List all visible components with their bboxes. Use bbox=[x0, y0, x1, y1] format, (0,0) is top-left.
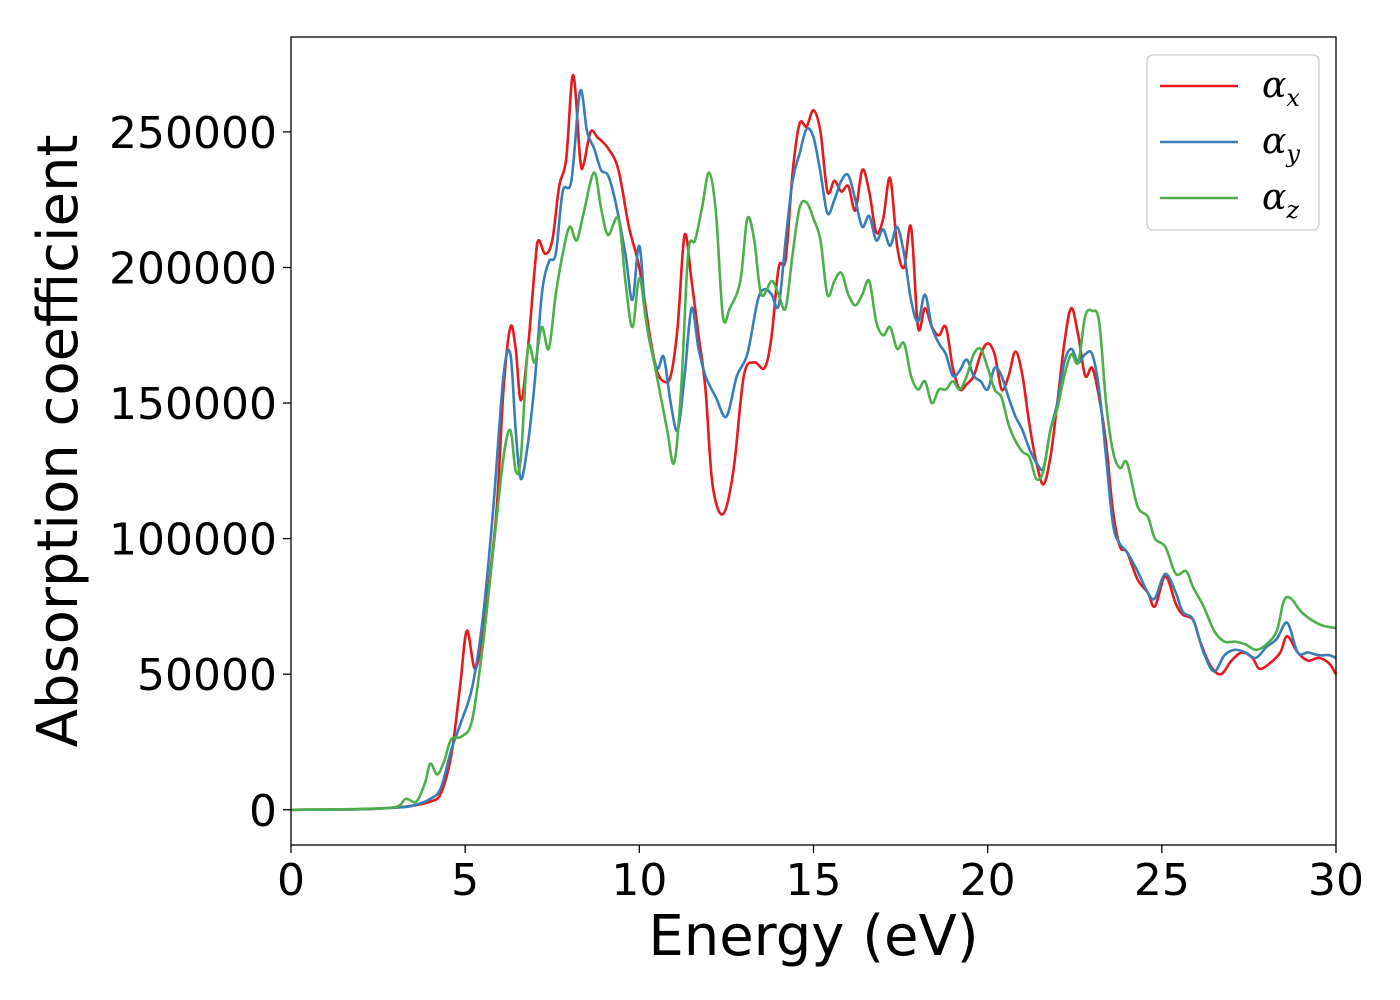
y-axis-ticks: 0 50000 100000 150000 200000 250000 bbox=[109, 108, 291, 837]
legend-symbol: α bbox=[1262, 177, 1286, 218]
x-tick-label: 30 bbox=[1308, 855, 1364, 906]
y-tick-label: 200000 bbox=[109, 243, 277, 294]
y-tick-label: 250000 bbox=[109, 108, 277, 159]
series-line-x bbox=[290, 73, 1338, 812]
legend-entry-z: αz bbox=[1262, 177, 1299, 224]
legend-symbol: α bbox=[1262, 65, 1286, 106]
legend-entry-y: αy bbox=[1262, 121, 1300, 168]
y-tick-label: 100000 bbox=[109, 515, 277, 566]
legend-entry-x: αx bbox=[1262, 65, 1300, 112]
y-axis-label: Absorption coefficient bbox=[26, 135, 91, 748]
legend-symbol: α bbox=[1262, 121, 1286, 162]
y-tick-label: 50000 bbox=[137, 650, 277, 701]
y-tick-label: 150000 bbox=[109, 379, 277, 430]
plot-frame bbox=[290, 36, 1337, 846]
x-tick-label: 20 bbox=[960, 855, 1016, 906]
x-tick-label: 15 bbox=[786, 855, 842, 906]
x-tick-label: 25 bbox=[1134, 855, 1190, 906]
series-line-y bbox=[290, 88, 1337, 812]
y-tick-label: 0 bbox=[249, 786, 277, 837]
x-axis-label: Energy (eV) bbox=[648, 904, 978, 969]
legend-subscript: x bbox=[1286, 84, 1300, 112]
legend-subscript: y bbox=[1285, 140, 1300, 168]
series-layer bbox=[290, 73, 1338, 812]
x-tick-label: 10 bbox=[611, 855, 667, 906]
x-tick-label: 0 bbox=[277, 855, 305, 906]
series-line-z bbox=[290, 171, 1337, 812]
x-tick-label: 5 bbox=[451, 855, 479, 906]
legend-subscript: z bbox=[1285, 196, 1299, 224]
x-axis-ticks: 0 5 10 15 20 25 30 bbox=[277, 845, 1364, 906]
